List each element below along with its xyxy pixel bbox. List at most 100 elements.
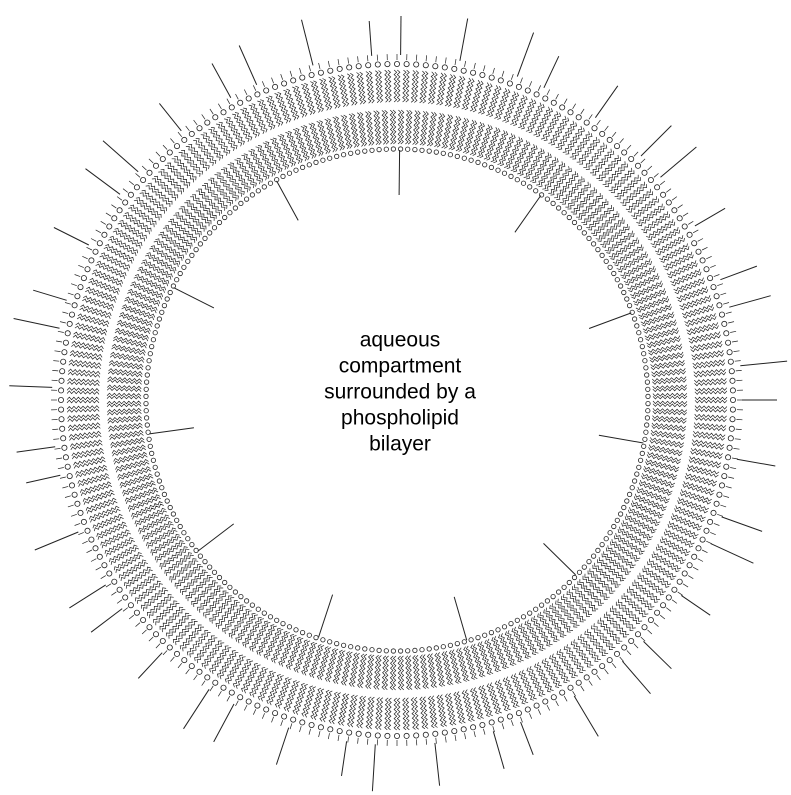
lipid-head [587, 236, 591, 240]
lipid-tail [212, 598, 234, 624]
lipid-head [489, 75, 494, 80]
lipid-tail [76, 465, 107, 474]
lipid-head [643, 359, 647, 363]
lipid-head [246, 699, 251, 704]
lipid-tail [435, 653, 443, 687]
lipid-head [711, 285, 716, 290]
lipid-tail [310, 645, 322, 678]
lipid-head [462, 156, 466, 160]
head-stub [210, 686, 213, 691]
lipid-head [730, 378, 735, 383]
lipid-head [642, 625, 647, 630]
outer-spike [212, 64, 231, 98]
lipid-head [75, 501, 80, 506]
head-stub [693, 567, 698, 570]
lipid-tail [311, 688, 321, 719]
lipid-head [294, 628, 298, 632]
lipid-tail [691, 451, 723, 459]
lipid-head [385, 733, 390, 738]
head-stub [309, 65, 311, 71]
lipid-tail [651, 430, 685, 437]
lipid-head [148, 352, 152, 356]
head-stub [678, 592, 683, 595]
outer-spike [302, 20, 314, 66]
lipid-tail [154, 601, 178, 623]
lipid-tail [252, 623, 270, 652]
lipid-head [151, 338, 155, 342]
lipid-head [717, 303, 722, 308]
head-stub [641, 159, 645, 163]
lipid-head [273, 84, 278, 89]
head-stub [723, 303, 729, 305]
lipid-head [625, 499, 629, 503]
head-stub [53, 361, 59, 362]
lipid-head [692, 554, 697, 559]
inner-spike [454, 597, 467, 640]
head-stub [702, 550, 707, 553]
lipid-head [551, 100, 556, 105]
head-stub [52, 370, 58, 371]
lipid-tail [649, 347, 682, 355]
head-stub [348, 58, 349, 64]
lipid-tail [695, 406, 727, 410]
lipid-tail [302, 642, 315, 674]
lipid-tail [398, 110, 401, 144]
lipid-tail [427, 112, 434, 146]
head-stub [56, 458, 62, 459]
lipid-head [309, 722, 314, 727]
lipid-tail [368, 655, 374, 689]
lipid-head [391, 147, 395, 151]
head-stub [627, 145, 631, 149]
lipid-head [722, 474, 727, 479]
head-stub [493, 68, 495, 74]
lipid-tail [219, 122, 237, 149]
lipid-tail [453, 76, 462, 107]
lipid-head [406, 147, 410, 151]
lipid-head [646, 394, 650, 398]
lipid-tail [108, 371, 142, 377]
head-stub [75, 523, 81, 525]
head-stub [641, 637, 645, 641]
lipid-head [461, 68, 466, 73]
lipid-tail [123, 481, 155, 494]
head-stub [53, 439, 59, 440]
lipid-tail [648, 222, 675, 240]
lipid-tail [360, 654, 367, 688]
lipid-head [171, 284, 175, 288]
lipid-head [434, 646, 438, 650]
lipid-head [498, 717, 503, 722]
lipid-head [661, 192, 666, 197]
lipid-head [255, 703, 260, 708]
lipid-tail [174, 157, 196, 181]
lipid-tail [613, 244, 642, 263]
lipid-head [630, 486, 634, 490]
page: aqueous compartment surrounded by a phos… [0, 0, 791, 795]
lipid-head [696, 546, 701, 551]
head-stub [573, 691, 576, 696]
head-stub [683, 213, 688, 216]
head-stub [732, 341, 738, 342]
lipid-head [238, 100, 243, 105]
head-stub [556, 701, 559, 706]
head-stub [688, 221, 693, 224]
lipid-tail [225, 655, 243, 682]
lipid-head [377, 147, 381, 151]
lipid-head [309, 72, 314, 77]
lipid-head [281, 621, 285, 625]
lipid-tail [689, 460, 720, 468]
lipid-head [576, 680, 581, 685]
lipid-head [640, 344, 644, 348]
lipid-head [677, 216, 682, 221]
lipid-head [521, 615, 525, 619]
head-stub [253, 85, 256, 90]
head-stub [735, 439, 741, 440]
lipid-tail [695, 409, 727, 413]
head-stub [123, 189, 128, 193]
head-stub [65, 496, 71, 498]
outer-spike [737, 459, 775, 466]
inner-spike [515, 196, 541, 233]
lipid-head [645, 423, 649, 427]
head-stub [581, 109, 584, 114]
lipid-head [568, 685, 573, 690]
head-stub [693, 230, 698, 233]
